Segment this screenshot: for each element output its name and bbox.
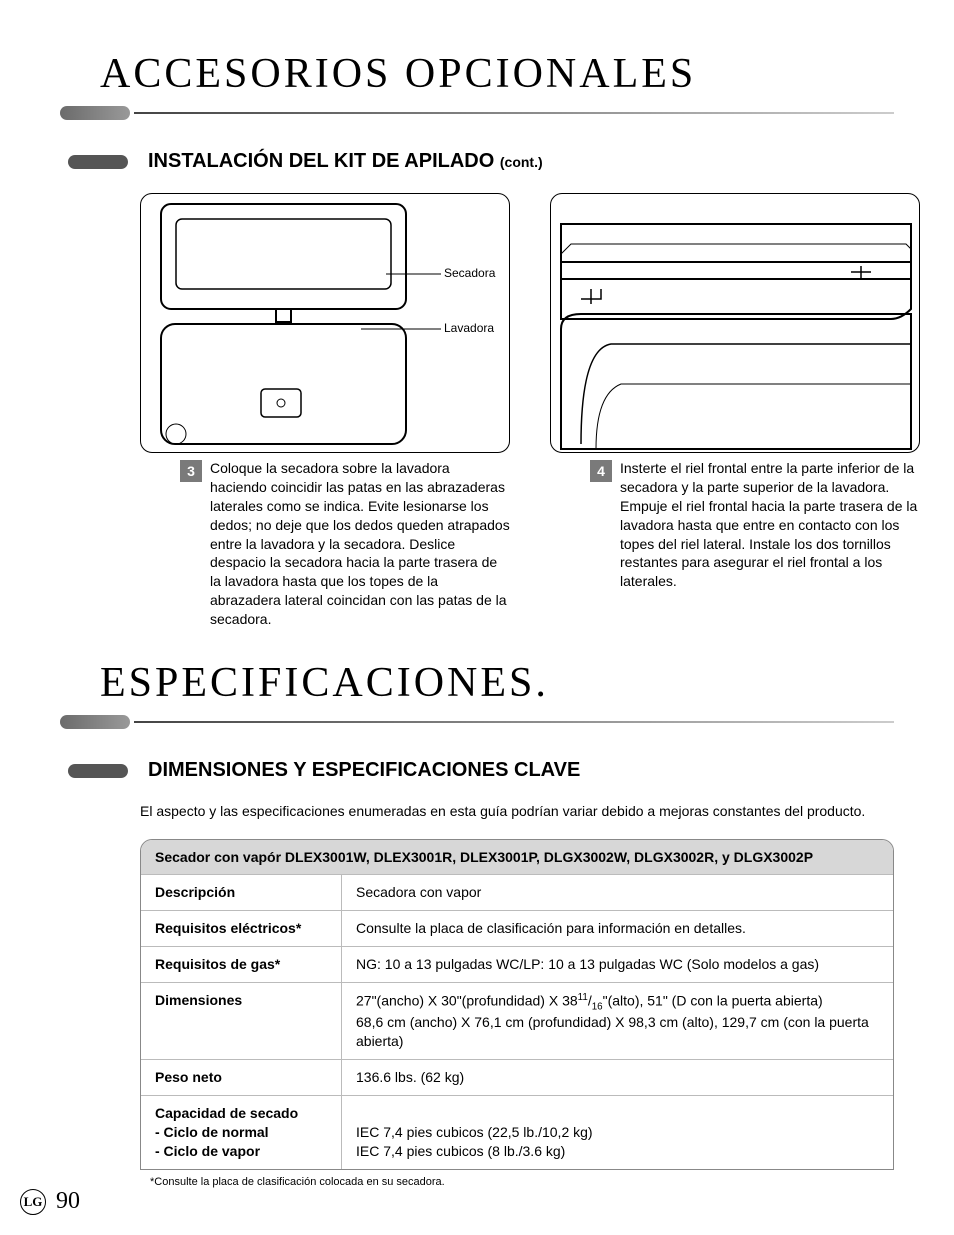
- step-4-text: Insterte el riel frontal entre la parte …: [620, 459, 920, 591]
- spec-label: Descripción: [141, 875, 341, 910]
- step-4-row: 4 Insterte el riel frontal entre la part…: [550, 459, 920, 591]
- lg-logo-icon: LG: [20, 1189, 46, 1215]
- specs-table: Secador con vapór DLEX3001W, DLEX3001R, …: [140, 839, 894, 1170]
- step-3-row: 3 Coloque la secadora sobre la lavadora …: [140, 459, 510, 629]
- figure-4-diagram: [550, 193, 920, 453]
- table-row: Requisitos eléctricos*Consulte la placa …: [141, 910, 893, 946]
- sub-pill-icon-2: [68, 764, 128, 778]
- section2-title: ESPECIFICACIONES.: [100, 659, 894, 707]
- spec-label: Dimensiones: [141, 983, 341, 1059]
- section1-title: ACCESORIOS OPCIONALES: [100, 50, 894, 98]
- specs-intro: El aspecto y las especificaciones enumer…: [140, 802, 894, 821]
- table-row: Peso neto136.6 lbs. (62 kg): [141, 1059, 893, 1095]
- heading-rule: [60, 106, 894, 120]
- section2-subtitle: DIMENSIONES Y ESPECIFICACIONES CLAVE: [148, 759, 580, 782]
- page-number: 90: [56, 1188, 80, 1215]
- table-row: Capacidad de secado- Ciclo de normal- Ci…: [141, 1095, 893, 1169]
- spec-label: Peso neto: [141, 1060, 341, 1095]
- figures-row: Secadora Lavadora 3 Coloque la secadora …: [140, 193, 894, 629]
- figure-4-column: 4 Insterte el riel frontal entre la part…: [550, 193, 920, 629]
- step-3-badge: 3: [180, 460, 202, 482]
- figure-3-column: Secadora Lavadora 3 Coloque la secadora …: [140, 193, 510, 629]
- front-rail-icon: [551, 194, 920, 453]
- spec-value: Consulte la placa de clasificación para …: [341, 911, 893, 946]
- figure-label-lavadora: Lavadora: [444, 321, 494, 335]
- subtitle-suffix: (cont.): [500, 154, 543, 170]
- section1-subtitle: INSTALACIÓN DEL KIT DE APILADO (cont.): [148, 150, 543, 173]
- section2-title-text: ESPECIFICACIONES: [100, 660, 535, 706]
- spec-value: 27"(ancho) X 30"(profundidad) X 3811/16"…: [341, 983, 893, 1059]
- subheading-row: INSTALACIÓN DEL KIT DE APILADO (cont.): [68, 150, 894, 173]
- heading-rule-2: [60, 715, 894, 729]
- subheading-row-2: DIMENSIONES Y ESPECIFICACIONES CLAVE: [68, 759, 894, 782]
- spec-label: Requisitos eléctricos*: [141, 911, 341, 946]
- spec-label: Requisitos de gas*: [141, 947, 341, 982]
- table-row: Dimensiones27"(ancho) X 30"(profundidad)…: [141, 982, 893, 1059]
- sub-pill-icon: [68, 155, 128, 169]
- figure-3-diagram: Secadora Lavadora: [140, 193, 510, 453]
- page-footer: LG 90: [20, 1188, 80, 1215]
- step-4-badge: 4: [590, 460, 612, 482]
- heading-line: [134, 112, 894, 114]
- table-row: Requisitos de gas*NG: 10 a 13 pulgadas W…: [141, 946, 893, 982]
- spec-value: Secadora con vapor: [341, 875, 893, 910]
- spec-value: IEC 7,4 pies cubicos (22,5 lb./10,2 kg)I…: [341, 1096, 893, 1169]
- spec-label: Capacidad de secado- Ciclo de normal- Ci…: [141, 1096, 341, 1169]
- spec-value: NG: 10 a 13 pulgadas WC/LP: 10 a 13 pulg…: [341, 947, 893, 982]
- heading-line-2: [134, 721, 894, 723]
- figure-label-secadora: Secadora: [444, 266, 495, 280]
- step-3-text: Coloque la secadora sobre la lavadora ha…: [210, 459, 510, 629]
- spec-value: 136.6 lbs. (62 kg): [341, 1060, 893, 1095]
- heading-pill-icon: [60, 106, 130, 120]
- specs-table-header: Secador con vapór DLEX3001W, DLEX3001R, …: [141, 840, 893, 874]
- heading-pill-icon-2: [60, 715, 130, 729]
- subtitle-text: INSTALACIÓN DEL KIT DE APILADO: [148, 150, 494, 172]
- footnote: *Consulte la placa de clasificación colo…: [150, 1176, 894, 1188]
- table-row: DescripciónSecadora con vapor: [141, 874, 893, 910]
